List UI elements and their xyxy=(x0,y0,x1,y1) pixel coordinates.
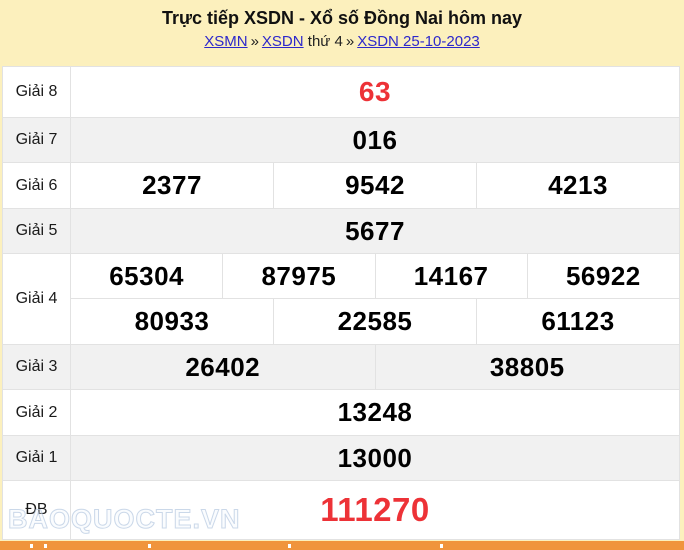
partial-letter-mark xyxy=(44,544,47,548)
prize-value: 9542 xyxy=(273,162,477,209)
prize-label: Giải 3 xyxy=(2,344,71,390)
prize-row-db: ĐB 111270 xyxy=(2,480,680,540)
prize-value: 14167 xyxy=(374,253,528,299)
breadcrumb-separator: » xyxy=(345,33,355,50)
prize-row-giai-7: Giải 7 016 xyxy=(2,117,680,163)
prize-label: Giải 4 xyxy=(2,253,71,345)
prize-value: 13000 xyxy=(70,435,680,481)
prize-label: Giải 8 xyxy=(2,66,71,118)
prize-label: Giải 2 xyxy=(2,389,71,436)
prize-row-giai-2: Giải 2 13248 xyxy=(2,389,680,436)
prize-label: Giải 5 xyxy=(2,208,71,254)
prize-value: 61123 xyxy=(476,298,680,345)
prize-value: 4213 xyxy=(476,162,680,209)
prize-value: 38805 xyxy=(374,344,680,390)
lottery-results-table: Giải 8 63 Giải 7 016 Giải 6 2377 9542 42… xyxy=(2,66,681,540)
breadcrumb-link-date[interactable]: XSDN 25-10-2023 xyxy=(357,33,480,50)
partial-letter-mark xyxy=(148,544,151,548)
partial-letter-mark xyxy=(440,544,443,548)
prize-value: 016 xyxy=(70,117,680,163)
page-title: Trực tiếp XSDN - Xổ số Đồng Nai hôm nay xyxy=(161,8,523,28)
prize-row-giai-4: Giải 4 65304 87975 14167 56922 xyxy=(2,253,681,345)
prize-value: 56922 xyxy=(526,253,681,299)
prize-value: 26402 xyxy=(70,344,376,390)
prize-value: 5677 xyxy=(70,208,680,254)
breadcrumb-link-xsdn[interactable]: XSDN xyxy=(261,33,304,50)
breadcrumb-separator: » xyxy=(250,33,259,50)
breadcrumb-link-xsmn[interactable]: XSMN xyxy=(204,33,248,50)
prize-value: 111270 xyxy=(70,480,680,540)
prize-value: 65304 xyxy=(69,253,224,299)
prize-row-giai-8: Giải 8 63 xyxy=(2,66,680,118)
next-section-top-bar xyxy=(0,541,684,550)
prize-row-giai-1: Giải 1 13000 xyxy=(2,435,680,481)
prize-row-giai-6: Giải 6 2377 9542 4213 xyxy=(2,162,680,209)
prize-value: 22585 xyxy=(273,298,477,345)
prize-value: 2377 xyxy=(70,162,274,209)
partial-letter-mark xyxy=(30,544,33,548)
breadcrumb-day-text: thứ 4 xyxy=(307,33,343,50)
prize-row-giai-3: Giải 3 26402 38805 xyxy=(2,344,680,390)
prize-label: Giải 1 xyxy=(2,435,71,481)
prize-row-giai-5: Giải 5 5677 xyxy=(2,208,680,254)
prize-row-giai-4-line2: 80933 22585 61123 xyxy=(3,298,680,345)
prize-value: 13248 xyxy=(70,389,680,436)
page-header: Trực tiếp XSDN - Xổ số Đồng Nai hôm nay … xyxy=(0,0,684,51)
prize-value: 80933 xyxy=(70,298,274,345)
breadcrumb: XSMN» XSDN thứ 4» XSDN 25-10-2023 xyxy=(0,33,684,51)
prize-label: Giải 7 xyxy=(2,117,71,163)
prize-value: 63 xyxy=(70,66,680,118)
partial-letter-mark xyxy=(288,544,291,548)
prize-label: ĐB xyxy=(2,480,71,540)
prize-label: Giải 6 xyxy=(2,162,71,209)
prize-value: 87975 xyxy=(222,253,376,299)
